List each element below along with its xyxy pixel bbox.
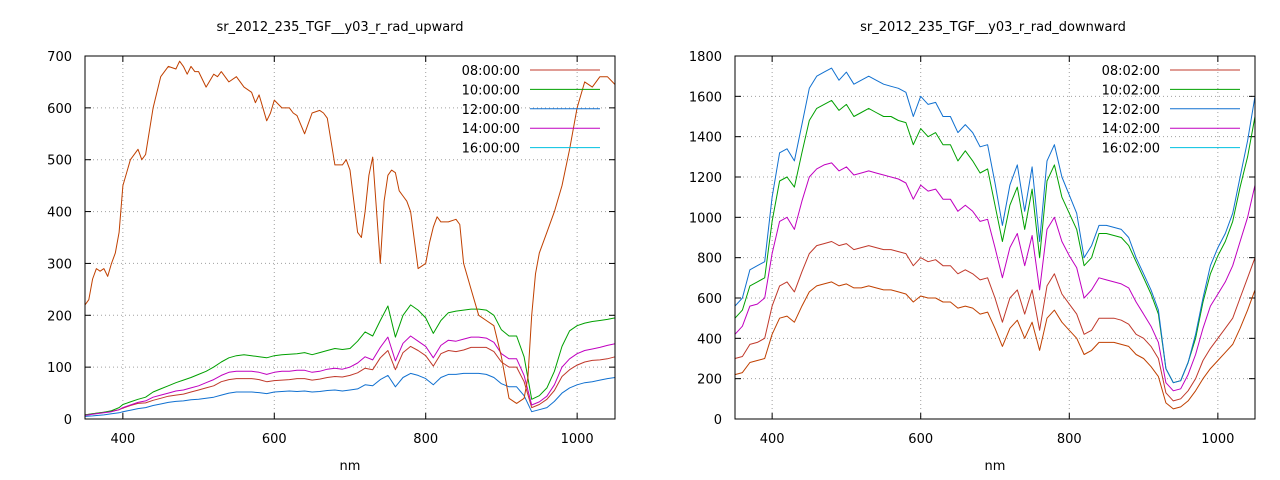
y-tick-label: 1400 (689, 131, 722, 146)
legend-label: 10:00:00 (462, 83, 520, 98)
y-tick-label: 600 (47, 102, 72, 117)
series-line-140200 (734, 162, 1256, 392)
chart-upward: sr_2012_235_TGF__y03_r_rad_upward 400 600 8… (47, 20, 616, 474)
series-line-120000 (84, 372, 616, 417)
x-axis-label: nm (340, 459, 361, 474)
x-tick-label: 800 (1057, 432, 1082, 447)
legend-label: 08:02:00 (1102, 64, 1160, 79)
x-axis-label: nm (985, 459, 1006, 474)
series-line-100000 (84, 304, 616, 416)
y-tick-label: 0 (64, 413, 72, 428)
legend-label: 12:00:00 (462, 103, 520, 118)
legend-label: 08:00:00 (462, 64, 520, 79)
chart-title: sr_2012_235_TGF__y03_r_rad_downward (860, 20, 1126, 35)
series-line-080000 (84, 345, 616, 416)
series-line-080200 (734, 241, 1256, 402)
y-tick-label: 0 (714, 413, 722, 428)
y-tick-label: 400 (47, 206, 72, 221)
y-tick-label: 300 (47, 257, 72, 272)
y-tick-label: 600 (697, 292, 722, 307)
plot-frame (734, 55, 1256, 420)
legend-label: 14:00:00 (462, 122, 520, 137)
x-tick-label: 400 (110, 432, 135, 447)
legend-label: 10:02:00 (1102, 83, 1160, 98)
legend-label: 16:02:00 (1102, 142, 1160, 157)
y-tick-label: 500 (47, 154, 72, 169)
legend-label: 14:02:00 (1102, 122, 1160, 137)
legend-label: 16:00:00 (462, 142, 520, 157)
x-tick-label: 600 (908, 432, 933, 447)
series-line-100200 (734, 99, 1256, 384)
y-tick-label: 1200 (689, 171, 722, 186)
x-tick-label: 1000 (1201, 432, 1234, 447)
y-tick-label: 1000 (689, 211, 722, 226)
y-tick-label: 400 (697, 332, 722, 347)
x-tick-label: 800 (413, 432, 438, 447)
chart-downward: sr_2012_235_TGF__y03_r_rad_downward 400 60… (689, 20, 1256, 474)
y-tick-label: 800 (697, 252, 722, 267)
series-line-120200 (734, 67, 1256, 384)
legend-label: 12:02:00 (1102, 103, 1160, 118)
y-tick-label: 700 (47, 50, 72, 65)
plot-frame (84, 55, 616, 420)
x-tick-label: 1000 (561, 432, 594, 447)
x-tick-label: 600 (262, 432, 287, 447)
y-tick-label: 200 (697, 373, 722, 388)
y-tick-label: 200 (47, 309, 72, 324)
series-line-unlabeled-5 (734, 281, 1256, 410)
x-tick-label: 400 (760, 432, 785, 447)
chart-title: sr_2012_235_TGF__y03_r_rad_upward (216, 20, 463, 35)
y-tick-label: 1800 (689, 50, 722, 65)
series-line-unlabeled-5 (84, 60, 616, 404)
y-tick-label: 1600 (689, 90, 722, 105)
y-tick-label: 100 (47, 361, 72, 376)
